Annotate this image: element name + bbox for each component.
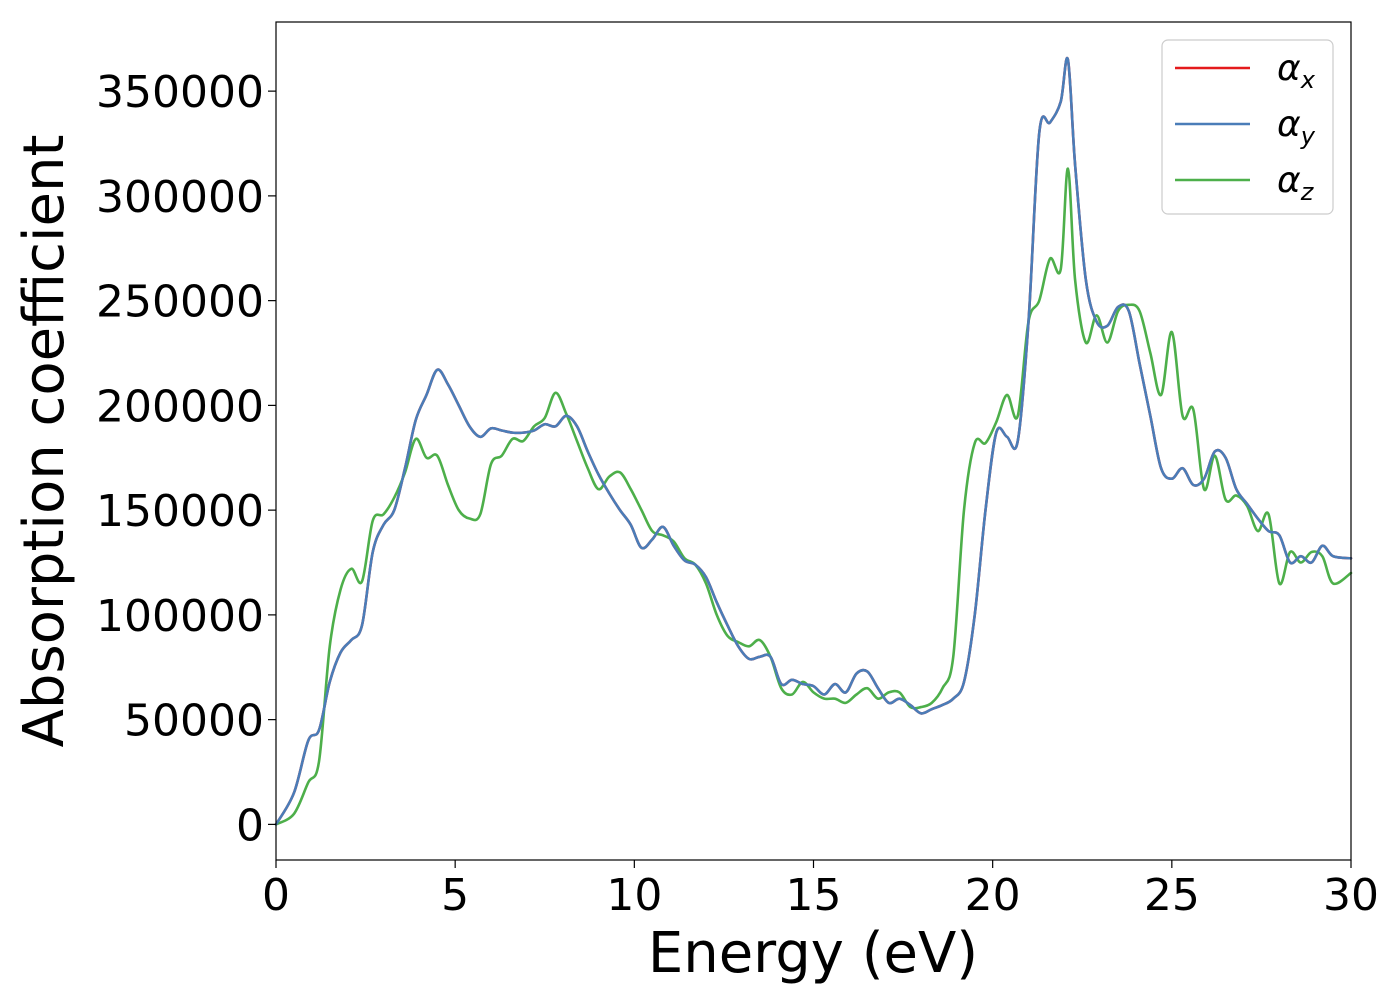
x-tick-label: 15: [786, 870, 842, 921]
y-tick-label: 350000: [96, 67, 264, 118]
y-tick-label: 100000: [96, 591, 264, 642]
y-tick-label: 50000: [124, 696, 264, 747]
y-tick-label: 0: [236, 800, 264, 851]
y-tick-label: 150000: [96, 486, 264, 537]
x-tick-label: 25: [1144, 870, 1200, 921]
series-line-z: [274, 167, 1353, 826]
x-axis-title: Energy (eV): [648, 921, 978, 986]
series-line-y: [274, 56, 1353, 826]
x-tick-label: 5: [441, 870, 469, 921]
y-axis-title: Absorption coefficient: [12, 135, 77, 748]
x-tick-label: 30: [1323, 870, 1379, 921]
x-tick-label: 10: [606, 870, 662, 921]
y-tick-label: 300000: [96, 172, 264, 223]
ticks-layer: 0 5 10 15 20 25 30 0 50000 100000 150000 200000 2500…: [96, 67, 1379, 921]
series-layer: [274, 56, 1353, 826]
y-tick-label: 200000: [96, 381, 264, 432]
x-tick-label: 20: [965, 870, 1021, 921]
x-tick-label: 0: [262, 870, 290, 921]
y-tick-label: 250000: [96, 277, 264, 328]
legend-box: [1161, 39, 1334, 215]
